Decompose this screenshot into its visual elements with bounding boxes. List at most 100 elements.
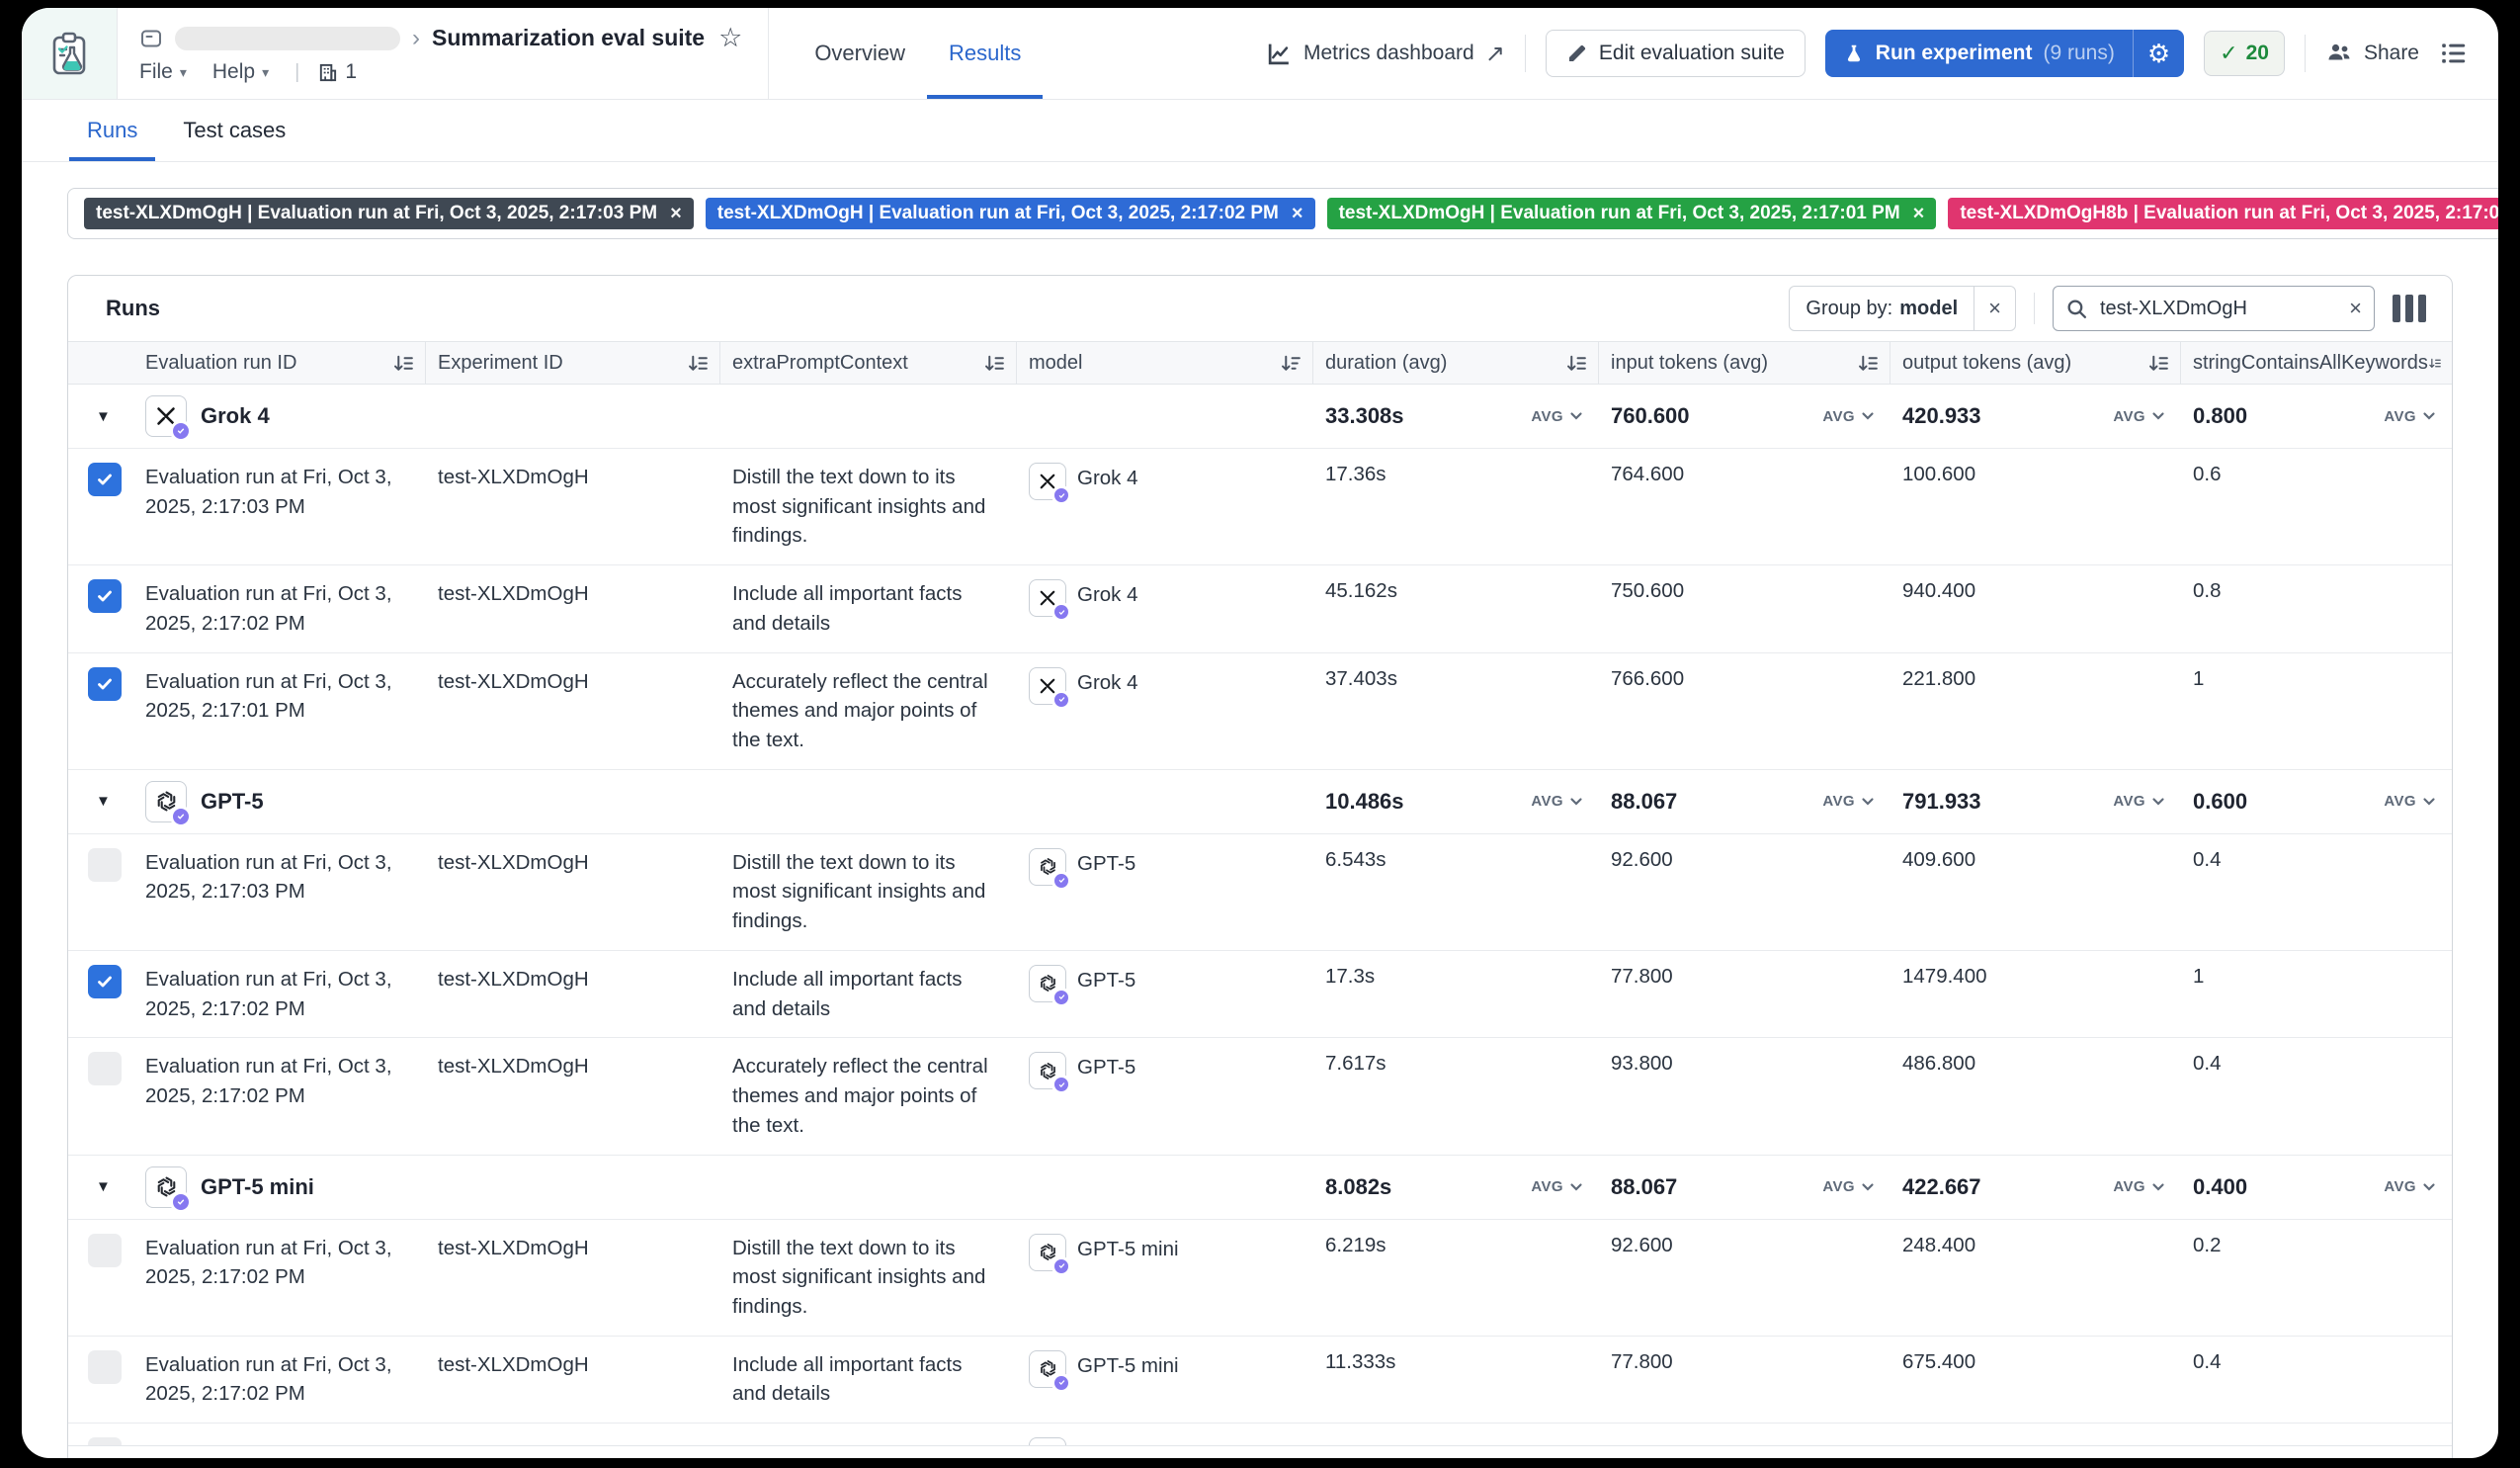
close-icon[interactable]: × [670,202,682,224]
partial-row-clipped [68,1424,2452,1447]
chevron-down-icon [2152,412,2164,420]
external-link-icon: ↗ [1484,40,1505,67]
duration: 17.3s [1325,964,1376,988]
table-row[interactable]: Evaluation run at Fri, Oct 3, 2025, 2:17… [68,1038,2452,1156]
subtab-runs[interactable]: Runs [69,100,156,161]
run-experiment-button[interactable]: Run experiment (9 runs) ⚙ [1824,30,2185,77]
agg-selector[interactable]: AVG [2113,793,2165,810]
table-row[interactable]: Evaluation run at Fri, Oct 3, 2025, 2:17… [68,834,2452,951]
openai-icon [1029,1233,1071,1276]
file-menu[interactable]: File ▾ [139,60,187,83]
table-row[interactable]: Evaluation run at Fri, Oct 3, 2025, 2:17… [68,951,2452,1039]
agg-selector[interactable]: AVG [2384,793,2436,810]
table-row[interactable]: Evaluation run at Fri, Oct 3, 2025, 2:17… [68,653,2452,770]
agg-selector[interactable]: AVG [2113,408,2165,425]
agg-selector[interactable]: AVG [2113,1178,2165,1195]
row-checkbox-checked[interactable] [88,579,122,614]
tab-results[interactable]: Results [927,8,1044,99]
sort-icon[interactable] [1565,352,1588,375]
run-filter-chip[interactable]: test-XLXDmOgH | Evaluation run at Fri, O… [1326,198,1937,229]
row-checkbox-unchecked[interactable] [88,847,122,882]
agg-selector[interactable]: AVG [2384,408,2436,425]
row-checkbox-checked[interactable] [88,463,122,496]
column-header[interactable]: Experiment ID [426,342,720,384]
passing-count-badge[interactable]: ✓ 20 [2204,31,2285,76]
sort-icon[interactable] [2428,352,2442,375]
run-experiment-main[interactable]: Run experiment (9 runs) [1825,30,2133,77]
keywords-score: 0.2 [2193,1233,2222,1256]
agg-selector[interactable]: AVG [1531,408,1583,425]
column-header[interactable]: output tokens (avg) [1890,342,2181,384]
row-checkbox-checked[interactable] [88,964,122,998]
selected-runs-filter[interactable]: test-XLXDmOgH | Evaluation run at Fri, O… [67,188,2498,239]
agg-selector[interactable]: AVG [2384,1178,2436,1195]
subtab-test-cases[interactable]: Test cases [183,118,287,142]
model-name: GPT-5 [1077,1056,1136,1079]
run-filter-chip[interactable]: test-XLXDmOgH | Evaluation run at Fri, O… [84,198,694,229]
extra-prompt-context: Distill the text down to its most signif… [732,850,986,933]
sort-active-icon[interactable] [1280,352,1302,375]
table-row[interactable]: Evaluation run at Fri, Oct 3, 2025, 2:17… [68,565,2452,653]
collapse-caret-icon[interactable]: ▼ [96,1178,111,1195]
evaluation-run-id: Evaluation run at Fri, Oct 3, 2025, 2:17… [145,967,392,1020]
sort-icon[interactable] [687,352,710,375]
row-checkbox-unchecked[interactable] [88,1052,122,1086]
row-checkbox-unchecked[interactable] [88,1233,122,1267]
table-search[interactable]: × [2053,286,2375,331]
list-menu-icon[interactable] [2439,39,2469,68]
agg-selector[interactable]: AVG [1531,793,1583,810]
favorite-star-icon[interactable]: ☆ [718,23,743,52]
agg-selector[interactable]: AVG [1531,1178,1583,1195]
column-header[interactable]: model [1017,342,1313,384]
run-filter-chip[interactable]: test-XLXDmOgH | Evaluation run at Fri, O… [705,198,1315,229]
row-checkbox-checked[interactable] [88,666,122,701]
run-filter-chip[interactable]: test-XLXDmOgH8b | Evaluation run at Fri,… [1948,198,2498,229]
org-badge[interactable]: 1 [317,60,357,84]
column-header[interactable]: extraPromptContext [720,342,1017,384]
agg-selector[interactable]: AVG [1822,1178,1875,1195]
chevron-down-icon [1862,798,1874,806]
column-header[interactable]: input tokens (avg) [1599,342,1890,384]
collapse-caret-icon[interactable]: ▼ [96,407,111,425]
sort-icon[interactable] [1857,352,1880,375]
table-row[interactable]: Evaluation run at Fri, Oct 3, 2025, 2:17… [68,1220,2452,1337]
project-name-redacted[interactable] [175,26,400,50]
table-row[interactable]: Evaluation run at Fri, Oct 3, 2025, 2:17… [68,1337,2452,1425]
flask-icon [1847,44,1860,62]
agg-selector[interactable]: AVG [1822,793,1875,810]
sort-icon[interactable] [2147,352,2170,375]
collapse-caret-icon[interactable]: ▼ [96,793,111,811]
help-menu[interactable]: Help ▾ [211,60,270,83]
page-title: Summarization eval suite [432,25,706,50]
chevron-down-icon [1570,1182,1582,1191]
tab-overview[interactable]: Overview [814,41,905,65]
close-icon[interactable]: × [1912,202,1925,224]
group-name: GPT-5 mini [201,1173,314,1199]
columns-icon[interactable] [2393,295,2426,322]
input-tokens: 93.800 [1611,1052,1673,1076]
column-header[interactable]: Evaluation run ID [133,342,426,384]
duration: 6.543s [1325,847,1386,871]
row-checkbox-unchecked[interactable] [88,1349,122,1384]
share-button[interactable]: Share [2325,40,2419,67]
breadcrumb: › Summarization eval suite ☆ [139,23,742,53]
sort-icon[interactable] [392,352,415,375]
extra-prompt-context: Distill the text down to its most signif… [732,1236,986,1318]
grok-icon [1029,579,1071,623]
run-settings-gear-icon[interactable]: ⚙ [2132,30,2184,77]
group-by-control[interactable]: Group by: model × [1789,286,2016,331]
sort-icon[interactable] [983,352,1006,375]
app-logo[interactable] [22,8,118,99]
column-header[interactable]: duration (avg) [1313,342,1599,384]
column-header[interactable]: stringContainsAllKeywords [2181,342,2452,384]
input-tokens: 77.800 [1611,1349,1673,1373]
edit-evaluation-suite-button[interactable]: Edit evaluation suite [1545,30,1806,77]
remove-group-by-icon[interactable]: × [1974,287,2015,330]
row-checkbox-unchecked[interactable] [88,1437,122,1446]
clear-search-icon[interactable]: × [2349,296,2362,320]
close-icon[interactable]: × [1291,202,1303,224]
table-row[interactable]: Evaluation run at Fri, Oct 3, 2025, 2:17… [68,449,2452,566]
metrics-dashboard-link[interactable]: Metrics dashboard ↗ [1266,40,1505,68]
search-icon [2067,300,2087,318]
agg-selector[interactable]: AVG [1822,408,1875,425]
